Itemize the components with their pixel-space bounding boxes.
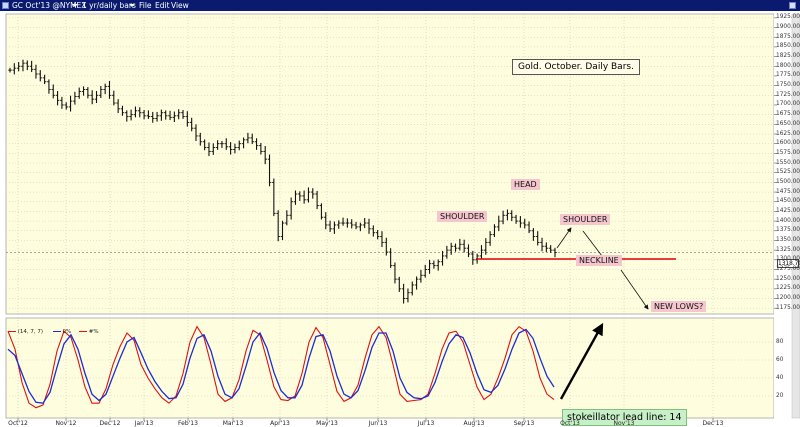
x-tick-label: Jan'13 xyxy=(134,420,154,427)
timeframe-label[interactable]: 1 yr/daily bars xyxy=(82,1,136,10)
osc-tick-label: 60 xyxy=(776,356,784,363)
y-tick-label: 1325.00 xyxy=(776,246,800,253)
price-chart[interactable] xyxy=(0,11,800,427)
symbol-label[interactable]: GC Oct'13 @NYMEX xyxy=(12,1,87,10)
x-tick-label: Nov'12 xyxy=(55,420,77,427)
y-tick-label: 1475.00 xyxy=(776,188,800,195)
y-tick-label: 1250.00 xyxy=(776,275,800,282)
symbol-dropdown-icon[interactable] xyxy=(72,4,78,7)
osc-tick-label: 40 xyxy=(776,374,784,381)
y-tick-label: 1175.00 xyxy=(776,304,800,311)
arrow-shoulder-to-neckline xyxy=(582,230,603,257)
oscillator-params: (14, 7, 7) xyxy=(17,329,44,335)
y-tick-label: 1675.00 xyxy=(776,111,800,118)
timeframe-dropdown-icon[interactable] xyxy=(129,4,135,7)
osc-slow-line xyxy=(7,328,555,404)
legend-slow-label: 0% xyxy=(62,329,72,335)
y-tick-label: 1925.00 xyxy=(776,14,800,21)
x-tick-label: Dec'13 xyxy=(702,420,724,427)
legend-fast-line-icon xyxy=(79,331,88,332)
x-tick-label: Apr'13 xyxy=(270,420,290,427)
y-tick-label: 1550.00 xyxy=(776,159,800,166)
y-tick-label: 1700.00 xyxy=(776,101,800,108)
x-tick-label: Sep'13 xyxy=(513,420,535,427)
x-tick-label: Oct'13 xyxy=(560,420,580,427)
arrow-to-shoulder xyxy=(556,227,572,249)
y-tick-label: 1400.00 xyxy=(776,217,800,224)
lead-line-arrow xyxy=(559,322,604,400)
y-tick-label: 1600.00 xyxy=(776,140,800,147)
oscillator-marker-icon xyxy=(8,331,16,332)
x-tick-label: May'13 xyxy=(316,420,338,427)
legend-slow-line-icon xyxy=(52,331,61,332)
y-tick-label: 1900.00 xyxy=(776,24,800,31)
y-tick-label: 1825.00 xyxy=(776,53,800,60)
y-tick-label: 1450.00 xyxy=(776,198,800,205)
oscillator-legend: (14, 7, 7) 0% #% xyxy=(8,329,99,336)
y-tick-label: 1275.00 xyxy=(776,265,800,272)
y-tick-label: 1375.00 xyxy=(776,227,800,234)
window-close-icon[interactable] xyxy=(789,2,796,9)
y-tick-label: 1725.00 xyxy=(776,91,800,98)
annotation-head: HEAD xyxy=(511,179,540,190)
y-tick-label: 1500.00 xyxy=(776,178,800,185)
x-tick-label: Aug'13 xyxy=(463,420,485,427)
osc-tick-label: 20 xyxy=(776,392,784,399)
menu-view[interactable]: View xyxy=(171,1,189,10)
y-tick-label: 1350.00 xyxy=(776,236,800,243)
x-tick-label: Dec'12 xyxy=(99,420,121,427)
y-tick-label: 1800.00 xyxy=(776,62,800,69)
y-tick-label: 1750.00 xyxy=(776,82,800,89)
osc-tick-label: 80 xyxy=(776,338,784,345)
oscillator-panel-bg xyxy=(5,317,775,419)
y-tick-label: 1525.00 xyxy=(776,169,800,176)
y-tick-label: 1650.00 xyxy=(776,120,800,127)
menu-file[interactable]: File xyxy=(139,1,152,10)
legend-fast-label: #% xyxy=(88,329,99,335)
chart-title: Gold. October. Daily Bars. xyxy=(512,59,640,75)
y-tick-label: 1850.00 xyxy=(776,43,800,50)
osc-fast-line xyxy=(7,325,555,409)
x-tick-label: Nov'13 xyxy=(613,420,635,427)
y-tick-label: 1300.00 xyxy=(776,256,800,263)
x-tick-label: Oct'12 xyxy=(8,420,28,427)
x-tick-label: Feb'13 xyxy=(178,420,198,427)
price-panel-bg xyxy=(5,13,775,315)
x-tick-label: Mar'13 xyxy=(222,420,244,427)
x-tick-label: Jul'13 xyxy=(417,420,435,427)
menu-edit[interactable]: Edit xyxy=(155,1,170,10)
x-tick-label: Jun'13 xyxy=(368,420,388,427)
chart-app-icon xyxy=(2,2,9,9)
lead-line-label: stokeillator lead line: 14 xyxy=(562,409,687,426)
right-scrollbar xyxy=(791,13,800,419)
annotation-shoulder-left: SHOULDER xyxy=(437,211,488,222)
y-tick-label: 1875.00 xyxy=(776,33,800,40)
annotation-new-lows: NEW LOWS? xyxy=(651,301,707,312)
window-titlebar: GC Oct'13 @NYMEX 1 yr/daily bars File Ed… xyxy=(0,0,800,11)
y-tick-label: 1575.00 xyxy=(776,149,800,156)
y-tick-label: 1200.00 xyxy=(776,295,800,302)
annotation-shoulder-right: SHOULDER xyxy=(560,214,611,225)
y-tick-label: 1225.00 xyxy=(776,285,800,292)
chart-frame: Gold. October. Daily Bars. SHOULDER HEAD… xyxy=(0,11,800,427)
last-price-tag: 1318.70 xyxy=(777,259,800,269)
y-tick-label: 1775.00 xyxy=(776,72,800,79)
y-tick-label: 1625.00 xyxy=(776,130,800,137)
arrow-to-new-lows xyxy=(620,269,649,310)
y-tick-label: 1425.00 xyxy=(776,207,800,214)
annotation-neckline: NECKLINE xyxy=(576,255,622,266)
